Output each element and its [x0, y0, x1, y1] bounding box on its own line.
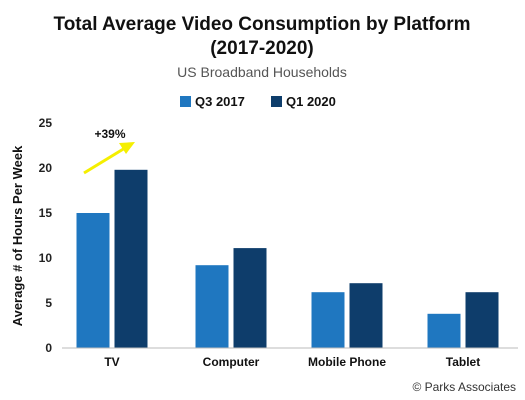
y-tick-label: 20 [39, 161, 53, 175]
y-tick-label: 5 [45, 296, 52, 310]
legend-swatch-q3-2017 [180, 96, 191, 107]
y-tick-label: 25 [39, 116, 53, 130]
growth-annotation-label: +39% [94, 127, 125, 141]
x-tick-label-tv: TV [104, 355, 119, 369]
bar-computer-q1-2020 [233, 248, 267, 348]
chart-subtitle: US Broadband Households [177, 64, 347, 80]
bar-tv-q3-2017 [76, 213, 110, 348]
chart-title-line-2: (2017-2020) [210, 38, 314, 59]
growth-arrowhead-icon [119, 142, 135, 154]
growth-annotation: +39% [83, 127, 135, 175]
bar-mobile-phone-q1-2020 [349, 283, 383, 348]
legend-label-q1-2020: Q1 2020 [286, 94, 336, 109]
bar-computer-q3-2017 [195, 265, 229, 348]
bar-tablet-q1-2020 [465, 292, 499, 348]
bar-tv-q1-2020 [114, 169, 148, 348]
y-tick-label: 10 [39, 251, 53, 265]
legend-swatch-q1-2020 [271, 96, 282, 107]
x-axis-labels: TV Computer Mobile Phone Tablet [104, 355, 480, 369]
y-tick-label: 15 [39, 206, 53, 220]
y-tick-label: 0 [45, 341, 52, 355]
bar-mobile-phone-q3-2017 [311, 292, 345, 348]
chart-title-line-1: Total Average Video Consumption by Platf… [54, 14, 471, 35]
y-axis-ticks: 0 5 10 15 20 25 [39, 116, 53, 355]
y-axis-label: Average # of Hours Per Week [10, 145, 25, 326]
x-tick-label-mobile-phone: Mobile Phone [308, 355, 386, 369]
bars [76, 169, 499, 348]
source-credit: © Parks Associates [412, 380, 516, 394]
bar-tablet-q3-2017 [427, 313, 461, 348]
legend-label-q3-2017: Q3 2017 [195, 94, 245, 109]
legend: Q3 2017 Q1 2020 [180, 94, 336, 109]
x-tick-label-tablet: Tablet [446, 355, 480, 369]
growth-arrow-icon [83, 146, 126, 175]
x-tick-label-computer: Computer [203, 355, 260, 369]
